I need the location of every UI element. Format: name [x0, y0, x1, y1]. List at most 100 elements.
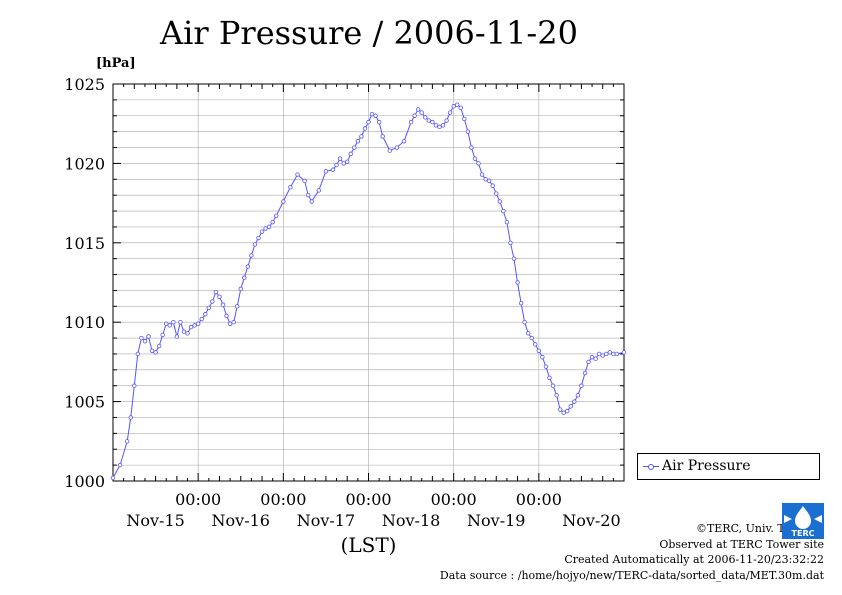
- data-point: [611, 351, 616, 357]
- data-point: [589, 354, 595, 360]
- data-point: [266, 224, 272, 230]
- data-point: [579, 383, 584, 388]
- data-point: [359, 134, 364, 139]
- data-point: [167, 323, 172, 328]
- data-point: [518, 300, 524, 306]
- x-tick-time-label: 00:00: [345, 490, 391, 509]
- data-point: [288, 185, 293, 190]
- data-point: [437, 124, 442, 130]
- data-point: [444, 118, 449, 123]
- wave-icon: [784, 515, 822, 523]
- data-point: [164, 321, 169, 326]
- data-point: [373, 113, 378, 118]
- axes: [112, 83, 625, 482]
- data-point: [281, 199, 286, 204]
- data-point: [522, 320, 527, 325]
- data-point: [185, 331, 190, 336]
- footer-observed: Observed at TERC Tower site: [659, 537, 824, 551]
- data-point: [621, 350, 627, 355]
- data-point: [486, 178, 492, 184]
- data-point: [479, 172, 485, 177]
- data-point: [455, 102, 460, 107]
- data-point: [540, 354, 545, 360]
- data-point: [323, 169, 329, 174]
- data-point: [355, 138, 361, 144]
- data-point: [235, 304, 240, 309]
- data-point: [160, 332, 165, 338]
- data-point: [270, 219, 275, 225]
- data-point: [458, 105, 463, 111]
- data-point: [408, 119, 414, 125]
- data-point: [362, 126, 368, 131]
- data-point: [387, 148, 392, 153]
- data-point: [423, 115, 428, 120]
- data-point: [124, 439, 130, 444]
- data-point: [508, 240, 513, 245]
- data-point: [419, 110, 424, 115]
- data-point: [352, 145, 357, 150]
- y-tick-label: 1010: [64, 313, 105, 332]
- data-point: [348, 151, 353, 157]
- data-point: [334, 162, 339, 168]
- data-point: [210, 299, 215, 304]
- data-point: [146, 334, 151, 339]
- data-point: [451, 104, 456, 109]
- data-point: [178, 320, 183, 325]
- data-point: [206, 305, 212, 311]
- data-point: [238, 286, 243, 292]
- data-point: [242, 275, 247, 280]
- data-point: [135, 351, 141, 357]
- data-point: [426, 118, 432, 123]
- data-point: [139, 335, 144, 341]
- data-point: [557, 407, 563, 412]
- data-point: [586, 359, 591, 365]
- chart-title: Air Pressure / 2006-11-20: [160, 14, 578, 52]
- x-axis-label: (LST): [341, 533, 397, 557]
- data-point: [181, 329, 187, 334]
- data-point: [550, 383, 556, 388]
- data-point: [401, 138, 407, 144]
- footer-source: Data source : /home/hojyo/new/TERC-data/…: [439, 568, 824, 582]
- data-point: [582, 370, 588, 376]
- data-point: [536, 348, 542, 353]
- data-point: [174, 334, 180, 339]
- data-point: [415, 107, 421, 112]
- legend-label-air-pressure: Air Pressure: [662, 458, 751, 474]
- x-tick-time-label: 00:00: [431, 490, 477, 509]
- terc-logo: TERC: [782, 503, 824, 539]
- data-point: [380, 134, 385, 139]
- legend-swatch-air-pressure: [643, 464, 659, 470]
- data-point: [394, 145, 400, 150]
- data-point: [309, 199, 314, 204]
- x-tick-time-label: 00:00: [516, 490, 562, 509]
- x-tick-date-label: Nov-16: [212, 511, 270, 530]
- data-point: [227, 321, 233, 326]
- data-point: [252, 242, 258, 247]
- data-point: [263, 226, 268, 231]
- data-point: [543, 364, 549, 369]
- data-point: [345, 159, 350, 165]
- data-point: [259, 229, 265, 234]
- data-point: [596, 351, 602, 357]
- data-point: [547, 375, 552, 380]
- data-point: [515, 280, 520, 285]
- data-point: [117, 462, 123, 468]
- data-point: [366, 119, 371, 125]
- footer-created: Created Automatically at 2006-11-20/23:3…: [564, 553, 824, 566]
- data-point: [600, 353, 605, 358]
- data-point: [607, 350, 613, 355]
- data-point: [447, 110, 453, 115]
- data-point: [203, 312, 208, 317]
- data-point: [511, 256, 517, 261]
- data-point: [494, 191, 499, 196]
- y-tick-label: 1025: [64, 75, 105, 94]
- data-point: [142, 339, 148, 344]
- data-point: [490, 183, 495, 188]
- data-point: [497, 199, 502, 204]
- data-point: [376, 119, 382, 125]
- data-point: [149, 348, 155, 353]
- data-point: [256, 235, 261, 241]
- data-point: [472, 156, 478, 161]
- data-point: [188, 324, 194, 330]
